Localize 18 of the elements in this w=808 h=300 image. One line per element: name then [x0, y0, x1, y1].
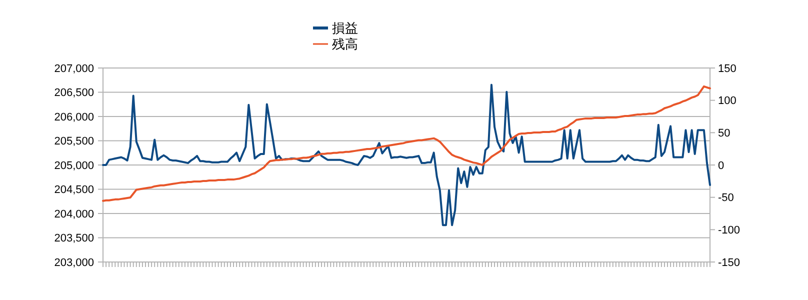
y2-tick-label: -100 [718, 224, 740, 237]
legend-label: 残高 [332, 36, 358, 52]
y2-tick-label: 0 [718, 160, 724, 172]
y2-tick-label: 150 [718, 62, 736, 75]
y2-tick-label: -50 [718, 192, 734, 204]
y-tick-label: 203,000 [54, 256, 94, 269]
y-tick-label: 206,500 [54, 87, 94, 100]
y2-tick-label: 100 [718, 95, 736, 108]
y-tick-label: 205,000 [54, 160, 94, 172]
y-tick-label: 207,000 [54, 62, 94, 75]
y-tick-label: 204,500 [54, 184, 94, 196]
y2-tick-label: -150 [718, 256, 740, 269]
legend-label: 損益 [332, 20, 358, 36]
y-tick-label: 203,500 [54, 232, 94, 245]
y-tick-label: 206,000 [54, 111, 94, 124]
y2-tick-label: 50 [718, 128, 730, 140]
y-tick-label: 204,000 [54, 208, 94, 220]
y-tick-label: 205,500 [54, 136, 94, 148]
